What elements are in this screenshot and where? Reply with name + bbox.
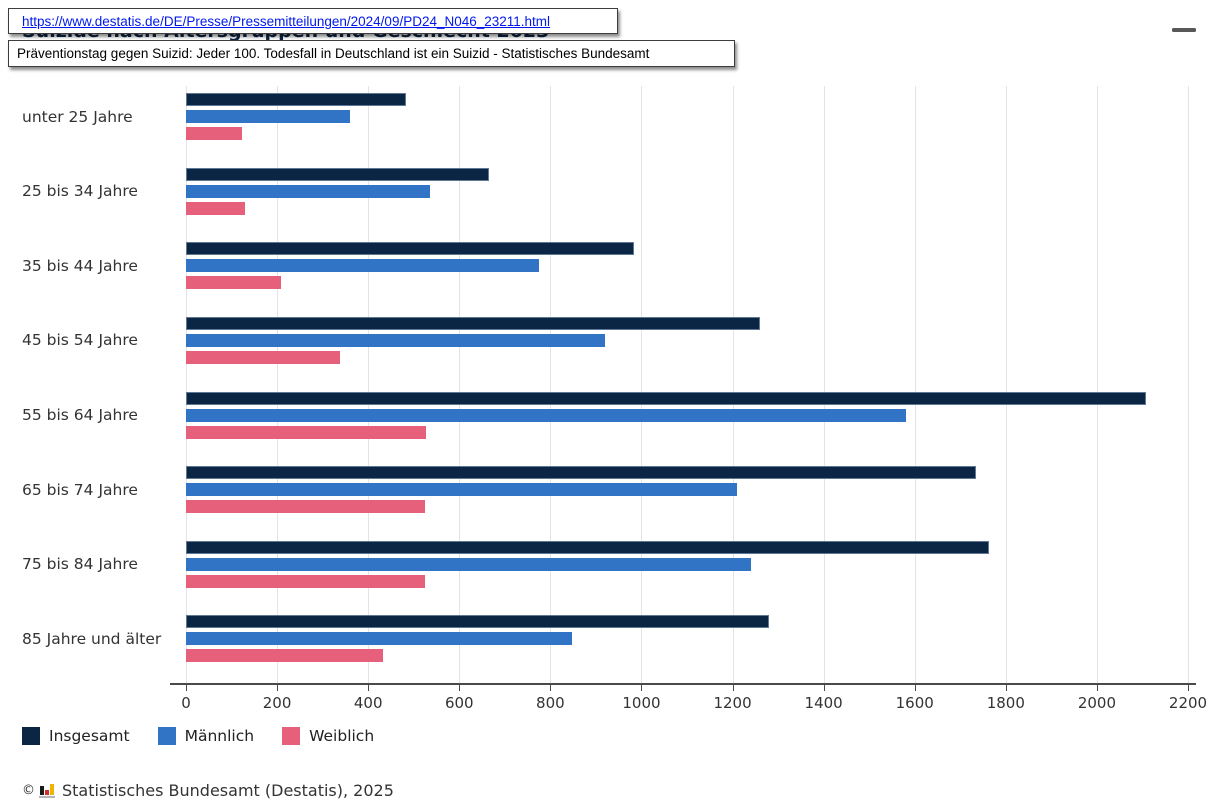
gridline [914,86,916,683]
legend-swatch [282,727,301,745]
bar-insgesamt[interactable] [186,242,634,256]
x-axis-tick [1005,685,1007,691]
x-axis-tick [823,685,825,691]
x-axis-tick-label: 2000 [1077,694,1116,712]
gridline [732,86,734,683]
x-axis-tick-label: 200 [262,694,292,712]
bar-insgesamt[interactable] [186,615,770,629]
bar-weiblich[interactable] [186,350,341,364]
x-axis-tick [1096,685,1098,691]
bar-männlich[interactable] [186,333,606,347]
x-axis-tick [186,685,187,691]
bar-insgesamt[interactable] [186,391,1146,405]
bar-männlich[interactable] [186,632,573,646]
x-axis-tick [459,685,461,691]
bar-insgesamt[interactable] [186,466,977,480]
category-label: unter 25 Jahre [22,107,133,126]
x-axis-tick [641,685,643,691]
x-axis-tick [550,685,552,691]
copyright-sign: © [22,783,35,798]
gridline [1005,86,1007,683]
bar-insgesamt[interactable] [186,540,990,554]
page-title-tooltip: Präventionstag gegen Suizid: Jeder 100. … [8,40,735,67]
category-label: 85 Jahre und älter [22,629,162,648]
legend-swatch [157,727,176,745]
bar-männlich[interactable] [186,259,539,273]
source-text: Statistisches Bundesamt (Destatis), 2025 [62,781,394,800]
legend-item-weiblich[interactable]: Weiblich [282,727,374,745]
x-axis-tick-label: 800 [536,694,565,712]
x-axis-tick-label: 0 [181,694,191,712]
hamburger-bar [1172,28,1196,32]
category-label: 75 bis 84 Jahre [22,555,138,574]
x-axis-tick-label: 1000 [622,694,661,712]
bar-weiblich[interactable] [186,201,245,215]
x-axis-tick-label: 400 [353,694,383,712]
x-axis-tick-label: 600 [444,694,474,712]
legend-label: Weiblich [309,727,375,745]
x-axis-tick [277,685,279,691]
gridline [368,86,370,683]
bar-weiblich[interactable] [186,500,426,514]
bar-weiblich[interactable] [186,276,282,290]
url-link-text: https://www.destatis.de/DE/Presse/Presse… [22,13,551,29]
destatis-logo-icon [39,783,56,798]
x-axis-tick-label: 1400 [804,694,843,712]
x-axis-tick [914,685,916,691]
x-axis-line [170,683,1196,685]
gridline [186,86,187,683]
bar-weiblich[interactable] [186,127,242,140]
category-label: 55 bis 64 Jahre [22,406,138,424]
legend-item-männlich[interactable]: Männlich [157,727,255,745]
gridline [1188,86,1189,683]
legend-swatch [22,727,40,745]
bar-männlich[interactable] [186,483,738,497]
x-axis-tick-label: 2200 [1168,694,1208,712]
bar-weiblich[interactable] [186,425,427,439]
bar-weiblich[interactable] [186,649,384,663]
x-axis-tick-label: 1200 [713,694,752,712]
legend: Insgesamt Männlich Weiblich [22,727,374,745]
x-axis-tick-label: 1800 [986,694,1025,712]
url-status-tooltip: https://www.destatis.de/DE/Presse/Presse… [8,8,618,34]
gridline [1096,86,1098,683]
x-axis-tick-label: 1600 [895,694,934,712]
gridline [823,86,825,683]
gridline [550,86,552,683]
x-axis-tick [1188,685,1189,691]
gridline [277,86,279,683]
footer-copyright: © Statistisches Bundesamt (Destatis), 20… [22,781,394,800]
bar-männlich[interactable] [186,408,906,422]
bar-insgesamt[interactable] [186,93,406,106]
gridline [459,86,461,683]
category-label: 45 bis 54 Jahre [22,331,138,350]
category-label: 25 bis 34 Jahre [22,182,138,201]
bar-insgesamt[interactable] [186,316,760,330]
bar-männlich[interactable] [186,557,751,571]
legend-label: Insgesamt [49,727,130,745]
category-label: 35 bis 44 Jahre [22,256,138,275]
bar-weiblich[interactable] [186,574,425,588]
x-axis-tick [368,685,370,691]
gridline [641,86,643,683]
legend-label: Männlich [184,727,255,745]
bar-männlich[interactable] [186,184,431,198]
bar-insgesamt[interactable] [186,167,489,181]
legend-item-insgesamt[interactable]: Insgesamt [22,727,130,745]
x-axis-tick [732,685,734,691]
category-label: 65 bis 74 Jahre [22,480,138,499]
bar-männlich[interactable] [186,110,351,123]
